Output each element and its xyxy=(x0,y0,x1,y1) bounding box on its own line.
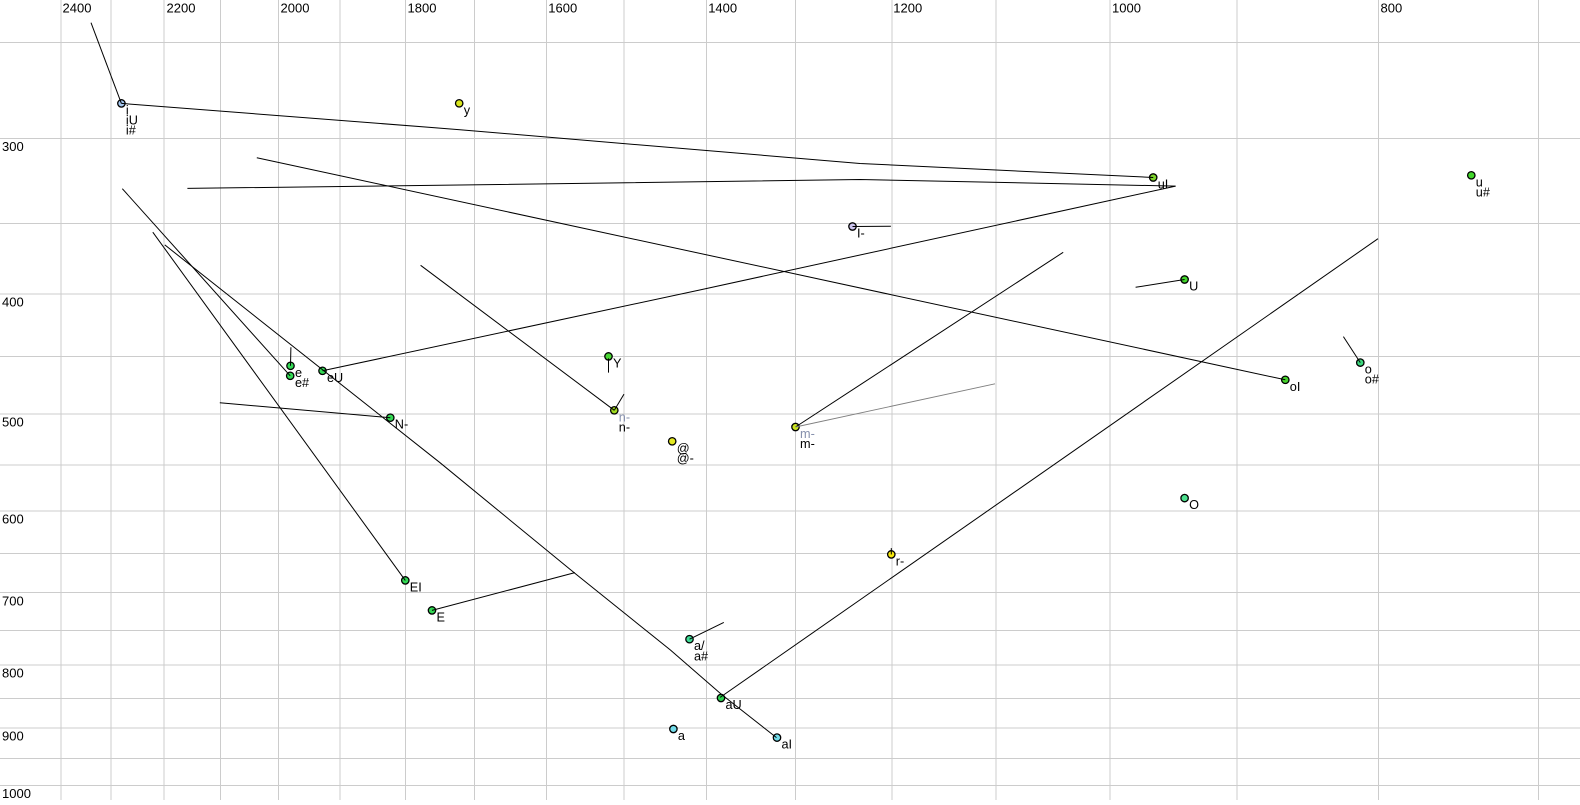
svg-text:EI: EI xyxy=(410,580,422,594)
svg-text:aU: aU xyxy=(726,698,742,712)
svg-text:300: 300 xyxy=(2,139,24,154)
svg-text:2400: 2400 xyxy=(63,0,92,15)
svg-text:y: y xyxy=(464,103,471,117)
svg-text:N-: N- xyxy=(395,418,408,432)
svg-text:700: 700 xyxy=(2,593,24,608)
svg-text:1000: 1000 xyxy=(2,786,31,800)
svg-text:O: O xyxy=(1189,498,1199,512)
svg-text:oI: oI xyxy=(1290,380,1301,394)
svg-text:iU: iU xyxy=(126,114,138,128)
svg-text:o: o xyxy=(1365,363,1372,377)
svg-text:r-: r- xyxy=(896,554,904,568)
svg-text:2000: 2000 xyxy=(281,0,310,15)
svg-text:1400: 1400 xyxy=(708,0,737,15)
svg-text:1000: 1000 xyxy=(1112,0,1141,15)
svg-text:1600: 1600 xyxy=(548,0,577,15)
svg-text:e#: e# xyxy=(295,376,309,390)
svg-text:i: i xyxy=(126,103,129,117)
svg-text:m-: m- xyxy=(800,437,815,451)
svg-text:i#: i# xyxy=(126,124,136,138)
svg-text:n-: n- xyxy=(619,420,630,434)
svg-text:a/: a/ xyxy=(694,639,705,653)
svg-text:400: 400 xyxy=(2,295,24,310)
svg-text:eU: eU xyxy=(327,371,343,385)
svg-text:u: u xyxy=(1476,175,1483,189)
svg-text:800: 800 xyxy=(1381,0,1403,15)
svg-text:Y: Y xyxy=(613,356,622,370)
svg-text:E: E xyxy=(437,610,445,624)
svg-text:aI: aI xyxy=(782,738,793,752)
svg-text:I-: I- xyxy=(857,227,865,241)
svg-text:2200: 2200 xyxy=(167,0,196,15)
svg-text:800: 800 xyxy=(2,666,24,681)
svg-text:u#: u# xyxy=(1476,185,1490,199)
svg-text:@-: @- xyxy=(677,451,694,465)
svg-text:e: e xyxy=(295,366,302,380)
svg-text:a#: a# xyxy=(694,649,708,663)
svg-text:500: 500 xyxy=(2,415,24,430)
svg-text:o#: o# xyxy=(1365,373,1379,387)
svg-text:m-: m- xyxy=(800,427,815,441)
svg-text:n-: n- xyxy=(619,410,630,424)
svg-text:600: 600 xyxy=(2,512,24,527)
svg-text:1200: 1200 xyxy=(893,0,922,15)
svg-text:a: a xyxy=(678,729,686,743)
svg-text:@: @ xyxy=(677,441,690,455)
svg-text:U: U xyxy=(1189,280,1198,294)
svg-text:1800: 1800 xyxy=(408,0,437,15)
svg-text:uI: uI xyxy=(1158,178,1169,192)
svg-text:900: 900 xyxy=(2,729,24,744)
